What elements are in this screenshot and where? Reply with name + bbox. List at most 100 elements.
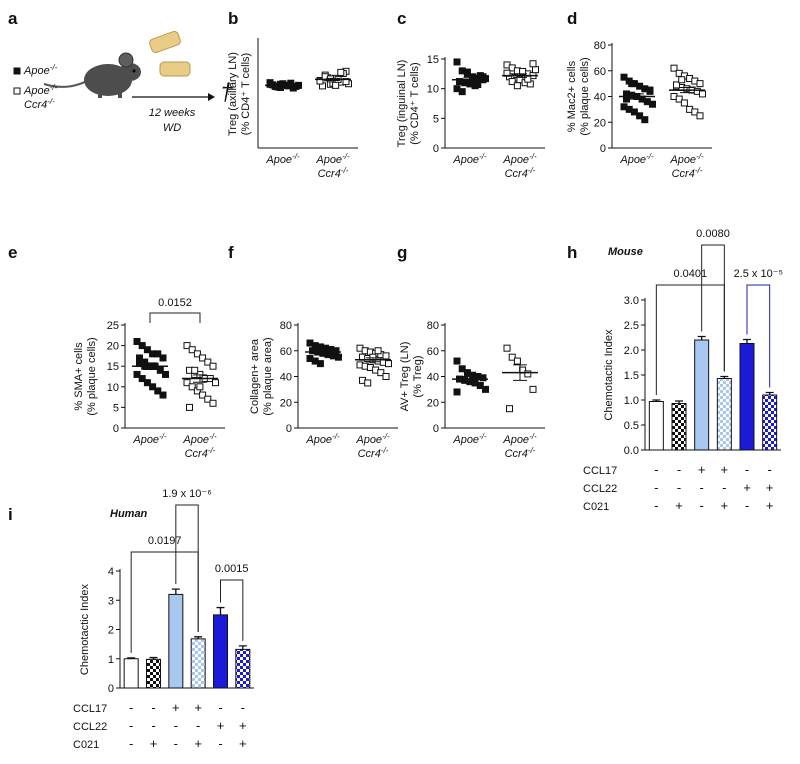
data-point (191, 366, 199, 374)
significance-bracket (220, 579, 244, 641)
error-bar (194, 636, 203, 639)
mouse-leg (98, 92, 102, 98)
bar (190, 638, 206, 689)
y-tick-label: 2.5 (624, 320, 639, 332)
data-point (519, 67, 527, 75)
y-tick-label: 2.0 (624, 345, 639, 357)
data-point (316, 360, 324, 368)
error-bar (463, 77, 477, 83)
data-point (159, 354, 167, 362)
condition-sign: + (721, 462, 729, 477)
condition-sign: - (677, 462, 681, 477)
y-axis-label: % Mac2+ cells (566, 60, 578, 132)
bar (235, 648, 251, 689)
error-bar (366, 357, 380, 363)
y-tick-label: 3.0 (624, 295, 639, 307)
data-point (628, 80, 636, 88)
bar (694, 339, 710, 451)
chart-subtitle: Mouse (608, 246, 643, 258)
error-bar (652, 399, 661, 402)
condition-sign: - (218, 736, 222, 751)
data-point (506, 405, 513, 413)
condition-name: C021 (73, 739, 99, 751)
data-point (641, 116, 649, 124)
data-point (204, 395, 212, 403)
data-point (670, 64, 678, 72)
error-bar (513, 73, 527, 78)
panel-letter: d (567, 9, 577, 28)
data-point (463, 68, 471, 76)
condition-sign: - (722, 480, 726, 495)
data-point (513, 357, 521, 365)
data-point (620, 73, 628, 81)
y-axis-label: Treg (inguinal LN) (396, 60, 408, 148)
data-point (529, 60, 537, 68)
data-point (382, 352, 390, 360)
condition-sign: - (174, 736, 178, 751)
y-tick-label: 20 (427, 397, 439, 409)
data-point (212, 379, 219, 387)
y-tick-label: 0 (600, 143, 606, 155)
data-point (183, 379, 191, 387)
y-tick-label: 60 (280, 346, 292, 358)
y-tick-label: 1 (108, 654, 114, 666)
data-point (337, 68, 345, 76)
error-bar (326, 77, 340, 81)
significance-bracket (175, 504, 199, 632)
diet: WD (163, 122, 181, 134)
data-point (474, 81, 482, 89)
error-bar (463, 376, 477, 383)
legend-label: Apoe-/- (23, 63, 58, 78)
data-point (364, 379, 372, 387)
condition-name: CCL22 (583, 483, 617, 495)
condition-sign: + (172, 700, 180, 715)
bar (648, 401, 664, 451)
error-bar (720, 375, 729, 379)
condition-sign: - (151, 700, 155, 715)
y-axis-label: (% CD4⁺ T cells) (240, 53, 252, 135)
bar (762, 394, 778, 451)
condition-sign: + (743, 480, 751, 495)
bar (123, 658, 139, 689)
data-point (186, 403, 193, 411)
error-bar (127, 657, 136, 659)
data-point (154, 387, 162, 395)
data-point (479, 73, 487, 81)
food-pellet (149, 30, 181, 54)
condition-name: C021 (583, 501, 609, 513)
x-tick-label: Apoe-/- (502, 432, 537, 447)
y-tick-label: 0 (433, 423, 439, 435)
data-point (133, 370, 141, 378)
y-tick-label: 80 (427, 320, 439, 332)
condition-sign: - (654, 498, 658, 513)
data-point (529, 385, 537, 393)
x-tick-label: Apoe-/- (305, 432, 340, 447)
y-tick-label: 0 (433, 143, 439, 155)
legend-marker (13, 67, 21, 75)
data-point (482, 385, 489, 393)
panel-letter: i (8, 505, 13, 524)
data-point (696, 112, 704, 120)
panel-letter: g (397, 243, 407, 262)
data-point (332, 81, 340, 89)
condition-sign: + (766, 480, 774, 495)
y-tick-label: 5 (113, 402, 119, 414)
condition-sign: - (241, 700, 245, 715)
error-bar (143, 362, 157, 370)
condition-sign: - (654, 462, 658, 477)
data-point (156, 366, 164, 374)
y-tick-label: 10 (107, 382, 119, 394)
condition-sign: - (699, 480, 703, 495)
y-tick-label: 60 (427, 346, 439, 358)
panel-letter: c (397, 9, 406, 28)
error-bar (216, 606, 225, 615)
y-axis-label: Collagen+ area (249, 338, 261, 414)
bar (213, 614, 228, 689)
condition-sign: - (196, 718, 200, 733)
x-tick-label: Ccr4-/- (505, 446, 536, 461)
data-point (453, 388, 461, 396)
y-tick-label: 10 (427, 84, 439, 96)
food-pellet (159, 61, 191, 77)
x-tick-label: Apoe-/- (452, 152, 487, 167)
